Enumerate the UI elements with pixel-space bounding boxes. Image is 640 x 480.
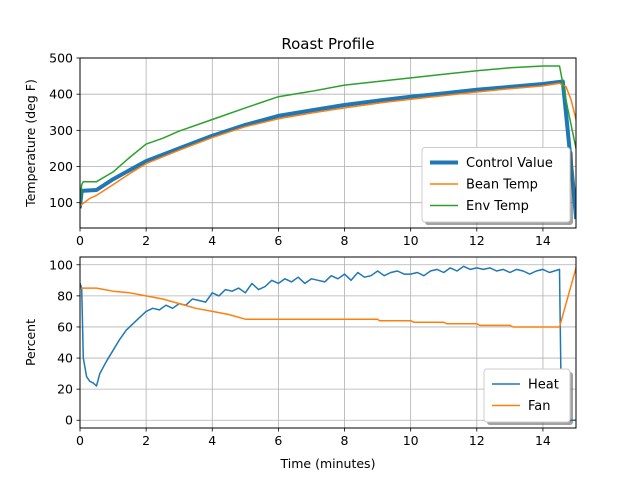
- percent-x-tick-label: 0: [76, 433, 84, 448]
- time-x-axis-label: Time (minutes): [280, 456, 376, 471]
- temperature-x-tick-label: 6: [274, 233, 282, 248]
- temperature-ticks: 0 2 4 6 8 10 12 14 100 200 300 400 500: [49, 51, 551, 249]
- temperature-x-tick-label: 8: [341, 233, 349, 248]
- temperature-y-tick-label: 400: [49, 87, 73, 102]
- legend-label-bean-temp: Bean Temp: [466, 178, 538, 193]
- percent-x-tick-label: 2: [142, 433, 150, 448]
- series-line-env-temp: [80, 65, 576, 204]
- percent-x-tick-label: 12: [469, 433, 485, 448]
- legend-label-control-value: Control Value: [466, 156, 553, 171]
- percent-y-tick-label: 40: [57, 351, 73, 366]
- percent-panel: 0 2 4 6 8 10 12 14 0 20 40 60 80 100 Time (minutes) P…: [23, 256, 577, 471]
- series-line-heat: [80, 265, 576, 421]
- percent-ticks: 0 2 4 6 8 10 12 14 0 20 40 60 80 100: [49, 257, 551, 448]
- percent-x-tick-label: 6: [274, 433, 282, 448]
- legend-label-heat: Heat: [528, 378, 559, 393]
- temperature-y-tick-label: 200: [49, 159, 73, 174]
- temperature-x-tick-label: 4: [208, 233, 216, 248]
- percent-legend-box: [483, 368, 571, 423]
- series-line-bean-temp: [80, 82, 576, 208]
- percent-y-tick-label: 100: [49, 257, 73, 272]
- temperature-y-tick-label: 100: [49, 195, 73, 210]
- temperature-panel: 0 2 4 6 8 10 12 14 100 200 300 400 500 Roast Profile…: [23, 35, 577, 249]
- percent-y-tick-label: 80: [57, 288, 73, 303]
- series-line-fan: [80, 266, 576, 328]
- temperature-y-tick-label: 500: [49, 51, 73, 66]
- temperature-series: [80, 65, 576, 220]
- temperature-axes-frame: [79, 57, 577, 229]
- percent-axes-frame: [79, 256, 577, 429]
- series-line-control-value: [80, 79, 576, 220]
- temperature-legend-box: [421, 147, 571, 223]
- legend-label-fan: Fan: [528, 399, 551, 414]
- temperature-legend: Control Value Bean Temp Env Temp: [421, 147, 573, 225]
- chart-title: Roast Profile: [281, 35, 374, 53]
- legend-label-env-temp: Env Temp: [466, 199, 529, 214]
- temperature-x-tick-label: 2: [142, 233, 150, 248]
- percent-y-tick-label: 60: [57, 319, 73, 334]
- percent-x-tick-label: 8: [341, 433, 349, 448]
- percent-legend: Heat Fan: [483, 368, 573, 425]
- temperature-x-tick-label: 14: [535, 233, 551, 248]
- temperature-x-tick-label: 0: [76, 233, 84, 248]
- temperature-x-tick-label: 12: [469, 233, 485, 248]
- percent-series: [80, 265, 576, 421]
- temperature-y-tick-label: 300: [49, 123, 73, 138]
- percent-x-tick-label: 10: [403, 433, 419, 448]
- percent-y-tick-label: 0: [65, 413, 73, 428]
- temperature-y-axis-label: Temperature (deg F): [23, 79, 38, 208]
- percent-x-tick-label: 14: [535, 433, 551, 448]
- temperature-x-tick-label: 10: [403, 233, 419, 248]
- percent-y-axis-label: Percent: [23, 319, 38, 366]
- percent-x-tick-label: 4: [208, 433, 216, 448]
- percent-y-tick-label: 20: [57, 382, 73, 397]
